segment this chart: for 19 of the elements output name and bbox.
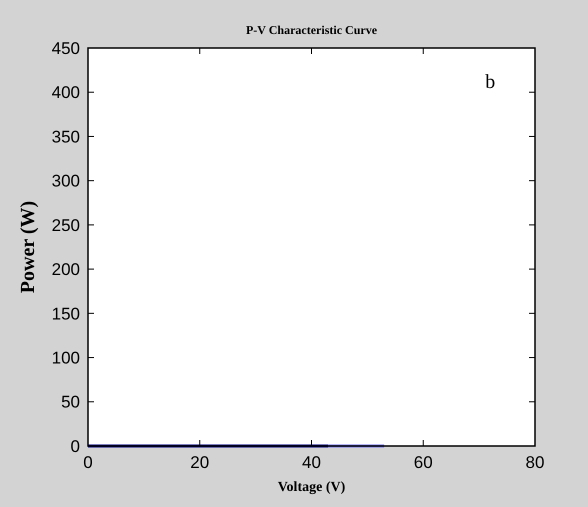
y-tick-label: 100: [52, 348, 80, 368]
y-tick-label: 450: [52, 38, 80, 58]
y-tick-label: 50: [61, 392, 80, 412]
x-tick-label: 0: [83, 453, 93, 472]
y-tick-label: 200: [52, 260, 80, 280]
y-tick-label: 0: [70, 436, 80, 456]
x-tick-label: 60: [414, 453, 433, 472]
chart-title: P-V Characteristic Curve: [246, 23, 378, 37]
y-tick-label: 300: [52, 172, 80, 191]
y-tick-label: 400: [52, 83, 80, 102]
annotation: b: [485, 71, 496, 93]
x-tick-label: 20: [190, 453, 210, 472]
y-tick-label: 150: [52, 304, 80, 324]
y-axis-title: Power (W): [17, 200, 39, 294]
x-tick-label: 40: [302, 453, 321, 472]
y-tick-label: 350: [52, 127, 80, 146]
x-tick-label: 80: [526, 453, 544, 472]
x-axis-title: Voltage (V): [278, 480, 346, 495]
y-tick-label: 250: [52, 216, 80, 235]
